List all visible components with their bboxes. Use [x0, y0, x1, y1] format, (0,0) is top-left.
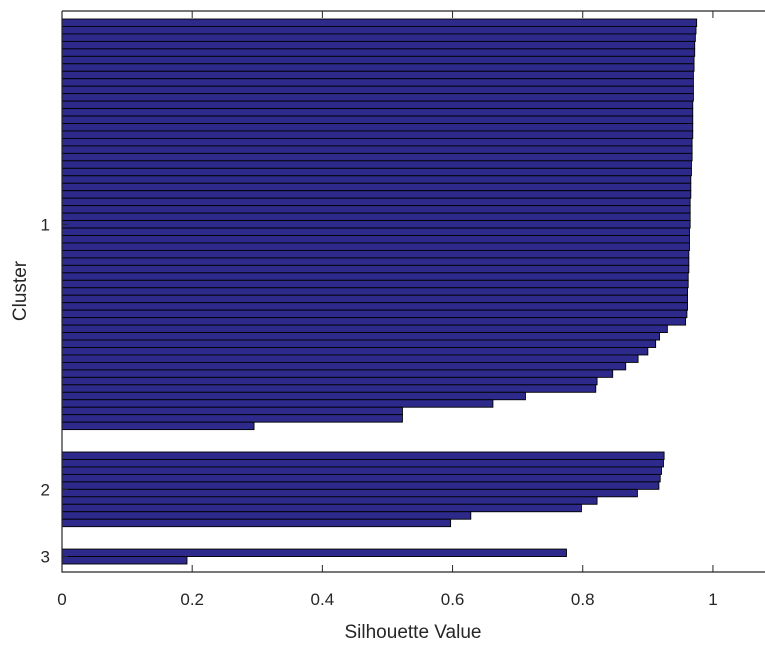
silhouette-bar	[61, 145, 693, 154]
silhouette-bar	[61, 167, 692, 177]
silhouette-bar	[61, 473, 661, 483]
x-tick-label: 0.4	[311, 590, 335, 609]
silhouette-bar	[61, 93, 694, 102]
silhouette-bar	[61, 100, 694, 110]
silhouette-bar	[61, 227, 690, 236]
x-tick-label: 0.8	[571, 590, 595, 609]
silhouette-bar	[61, 503, 582, 513]
silhouette-bar	[61, 249, 690, 259]
silhouette-bar	[61, 85, 694, 95]
silhouette-bar	[61, 459, 664, 468]
silhouette-bar	[61, 376, 598, 386]
x-tick-label: 1	[708, 590, 717, 609]
silhouette-bar	[61, 272, 689, 281]
silhouette-bar	[61, 309, 688, 319]
silhouette-bar	[61, 40, 696, 50]
silhouette-bar	[61, 33, 696, 42]
silhouette-bar	[61, 78, 694, 87]
silhouette-bar	[61, 511, 472, 520]
silhouette-bar	[61, 242, 690, 251]
silhouette-bar	[61, 264, 690, 274]
silhouette-bar	[61, 108, 694, 117]
silhouette-bar	[61, 302, 688, 311]
silhouette-bar	[61, 115, 694, 124]
bar-group	[61, 18, 698, 565]
y-tick-label: 2	[41, 480, 50, 499]
silhouette-bar	[61, 354, 639, 363]
silhouette-bar	[61, 414, 403, 423]
silhouette-bar	[61, 556, 188, 565]
silhouette-bar	[61, 257, 690, 266]
silhouette-bar	[61, 496, 598, 505]
silhouette-bar	[61, 182, 692, 192]
x-tick-label: 0.6	[441, 590, 465, 609]
silhouette-bar	[61, 138, 693, 147]
silhouette-bar	[61, 332, 660, 341]
silhouette-bar	[61, 347, 649, 356]
silhouette-bar	[61, 481, 660, 490]
silhouette-bar	[61, 175, 692, 184]
silhouette-bar	[61, 190, 692, 199]
silhouette-bar	[61, 197, 691, 207]
silhouette-bar	[61, 26, 697, 35]
x-axis-label: Silhouette Value	[345, 622, 482, 643]
silhouette-bar	[61, 339, 657, 348]
silhouette-bar	[61, 421, 255, 431]
silhouette-bar	[61, 55, 695, 65]
silhouette-bar	[61, 205, 691, 214]
silhouette-bar	[61, 518, 452, 528]
silhouette-bar	[61, 160, 692, 169]
silhouette-bar	[61, 399, 494, 408]
silhouette-bar	[61, 384, 597, 393]
silhouette-bar	[61, 451, 665, 460]
silhouette-bar	[61, 324, 668, 334]
silhouette-bar	[61, 317, 687, 326]
silhouette-bar	[61, 466, 662, 475]
silhouette-bar	[61, 294, 688, 304]
silhouette-bar	[61, 406, 403, 416]
y-tick-label: 1	[41, 215, 50, 234]
silhouette-bar	[61, 287, 688, 296]
x-axis-ticks: 0 0.2 0.4 0.6 0.8 1	[57, 11, 718, 609]
silhouette-bar	[61, 48, 696, 57]
x-tick-label: 0.2	[180, 590, 204, 609]
silhouette-bar	[61, 220, 691, 229]
silhouette-bar	[61, 152, 693, 162]
silhouette-bar	[61, 361, 627, 371]
silhouette-bar	[61, 391, 526, 401]
silhouette-bar	[61, 212, 691, 222]
y-axis-ticks: 1 2 3	[41, 215, 68, 567]
silhouette-bar	[61, 63, 695, 72]
silhouette-bar	[61, 130, 694, 139]
silhouette-bar	[61, 488, 638, 498]
y-axis-label: Cluster	[10, 260, 31, 321]
silhouette-bar	[61, 235, 690, 244]
silhouette-bar	[61, 70, 694, 80]
silhouette-bar	[61, 123, 694, 132]
silhouette-bar	[61, 369, 614, 378]
silhouette-bar	[61, 18, 698, 27]
silhouette-bar	[61, 279, 689, 289]
x-tick-label: 0	[57, 590, 66, 609]
silhouette-bar	[61, 548, 567, 557]
y-tick-label: 3	[41, 548, 50, 567]
